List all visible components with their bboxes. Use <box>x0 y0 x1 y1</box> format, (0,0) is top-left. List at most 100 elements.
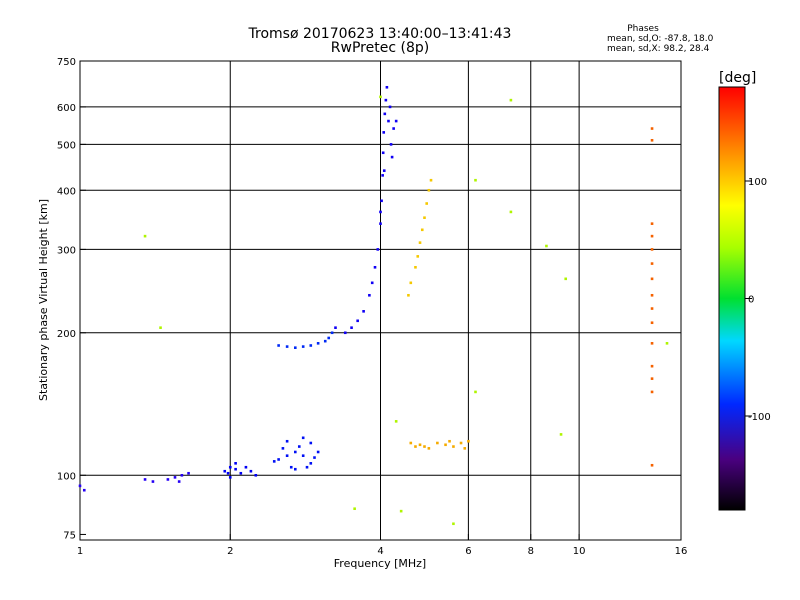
data-point-s6-1 <box>418 443 422 447</box>
data-point-s7-10 <box>650 377 654 380</box>
data-point-s3-17 <box>387 119 390 123</box>
data-point-s2-1 <box>82 488 86 492</box>
data-point-s7-3 <box>650 262 654 265</box>
data-point-s2-4 <box>166 478 170 481</box>
data-point-s0-8 <box>305 465 309 469</box>
data-point-s6-8 <box>467 439 470 443</box>
data-point-s2-5 <box>173 476 177 479</box>
data-point-s7-13 <box>650 127 654 130</box>
data-point-s1-6 <box>249 469 253 473</box>
data-point-s0-12 <box>285 439 289 443</box>
data-point-s3-16 <box>385 85 389 89</box>
x-tick-label-10: 10 <box>573 546 586 557</box>
data-points <box>78 85 669 526</box>
axis-ticks: 1 2 4 6 8 10 16 75 100 200 300 400 500 600 750 <box>57 57 687 557</box>
x-tick-label-1: 1 <box>77 546 83 557</box>
data-point-s1-3 <box>239 471 243 475</box>
data-point-s6-6 <box>452 445 455 448</box>
chart-title: Tromsø 20170623 13:40:00–13:41:43 <box>248 26 512 42</box>
colorbar-tick-label-0: 0 <box>748 295 754 306</box>
data-point-s8-0 <box>509 98 513 102</box>
data-point-s0-14 <box>309 441 313 445</box>
phases-o-stats: mean, sd,O: -87.8, 18.0 <box>607 34 714 44</box>
data-point-s0-7 <box>297 445 301 448</box>
data-point-s7-1 <box>650 234 654 238</box>
data-point-s5-8 <box>427 188 431 192</box>
data-point-s3-19 <box>392 127 395 130</box>
data-point-s8-8 <box>353 507 356 511</box>
data-point-s6-11 <box>463 447 467 450</box>
data-point-s7-5 <box>650 293 654 297</box>
data-point-s3-1 <box>343 331 347 335</box>
data-point-s3-15 <box>384 98 388 102</box>
data-point-s7-6 <box>650 307 654 310</box>
data-point-s1-5 <box>244 465 248 469</box>
data-point-s1-9 <box>226 471 230 475</box>
data-point-s2-2 <box>143 478 147 481</box>
data-point-s3-3 <box>356 319 359 323</box>
data-point-s3-4 <box>362 310 365 313</box>
data-point-s2-8 <box>177 480 181 483</box>
data-point-s2-6 <box>180 473 184 477</box>
data-point-s7-9 <box>650 364 654 368</box>
data-point-s0-11 <box>272 460 276 463</box>
data-point-s1-8 <box>234 462 237 465</box>
y-tick-label-600: 600 <box>57 103 76 114</box>
data-point-s5-2 <box>414 265 417 269</box>
y-tick-label-400: 400 <box>57 186 76 197</box>
data-point-s8-6 <box>159 326 162 329</box>
data-point-s5-7 <box>425 202 428 205</box>
data-point-s3-5 <box>368 293 371 297</box>
data-point-s0-6 <box>289 465 293 469</box>
phases-header: Phases <box>627 24 659 34</box>
data-point-s3-21 <box>388 105 392 109</box>
data-point-s3-6 <box>370 281 374 285</box>
data-point-s4-8 <box>316 342 320 345</box>
data-point-s3-20 <box>394 119 398 123</box>
x-tick-label-8: 8 <box>528 546 534 557</box>
data-point-s7-8 <box>650 342 654 345</box>
data-point-s0-5 <box>281 447 285 450</box>
data-point-s3-10 <box>380 199 383 203</box>
data-point-s7-14 <box>650 463 654 467</box>
data-point-s8-14 <box>379 95 382 99</box>
data-point-s6-5 <box>444 443 447 447</box>
data-point-s4-5 <box>323 339 327 343</box>
data-point-s6-7 <box>459 441 463 445</box>
data-point-s0-13 <box>301 436 305 440</box>
data-point-s4-2 <box>294 346 297 349</box>
data-point-s6-9 <box>409 441 413 445</box>
data-point-s7-11 <box>650 390 654 394</box>
data-point-s3-9 <box>379 222 382 225</box>
data-point-s8-11 <box>474 178 477 182</box>
data-point-s8-9 <box>399 509 403 513</box>
data-point-s5-5 <box>420 228 424 232</box>
data-point-s1-4 <box>228 476 232 479</box>
data-point-s3-2 <box>350 326 353 329</box>
data-point-s8-5 <box>665 342 669 345</box>
data-point-s7-0 <box>650 222 654 225</box>
y-tick-label-750: 750 <box>57 57 76 68</box>
data-point-s7-7 <box>650 321 654 325</box>
data-point-s4-1 <box>285 345 289 348</box>
data-point-s2-3 <box>151 480 155 483</box>
data-point-s1-2 <box>234 467 237 471</box>
data-point-s7-2 <box>650 248 654 251</box>
phases-x-stats: mean, sd,X: 98.2, 28.4 <box>607 44 710 54</box>
x-tick-label-6: 6 <box>465 546 471 557</box>
y-axis-label: Stationary phase Virtual Height [km] <box>37 199 50 401</box>
data-point-s0-1 <box>285 454 289 457</box>
colorbar-tick-label--100: -100 <box>748 412 771 423</box>
data-point-s2-0 <box>78 484 82 488</box>
chart-subtitle: RwPretec (8p) <box>330 40 430 56</box>
data-point-s3-12 <box>381 151 385 155</box>
colorbar-tick-label-100: 100 <box>748 177 767 188</box>
x-tick-label-2: 2 <box>227 546 233 557</box>
data-point-s1-0 <box>223 469 227 473</box>
data-point-s6-0 <box>414 445 417 448</box>
data-point-s0-4 <box>309 462 313 465</box>
data-point-s4-6 <box>330 331 334 335</box>
data-point-s1-7 <box>254 473 258 477</box>
data-point-s0-0 <box>277 458 280 461</box>
data-point-s3-11 <box>381 174 384 177</box>
